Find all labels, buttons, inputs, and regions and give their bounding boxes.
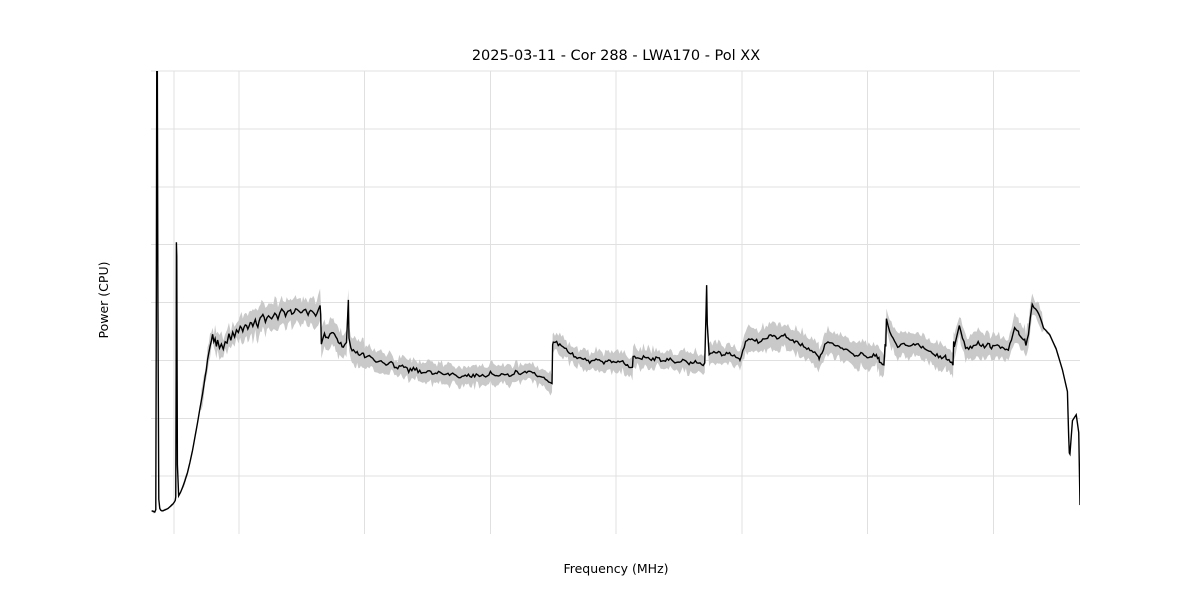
y-axis-label: Power (CPU)	[96, 262, 111, 339]
gridlines	[151, 70, 1080, 534]
median-spectrum-path	[151, 71, 1080, 513]
chart-title: 2025-03-11 - Cor 288 - LWA170 - Pol XX	[472, 48, 760, 64]
x-axis-label: Frequency (MHz)	[563, 561, 668, 576]
median-spectrum-line	[151, 71, 1080, 513]
